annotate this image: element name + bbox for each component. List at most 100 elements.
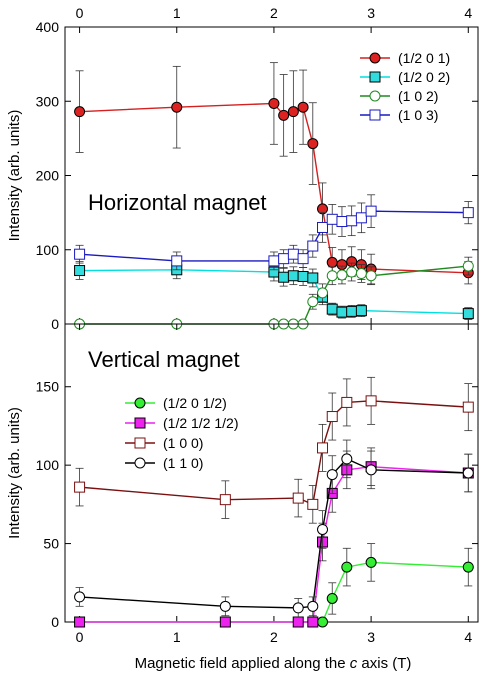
data-point	[307, 616, 319, 628]
x-tick-label: 4	[464, 629, 472, 645]
data-point	[341, 561, 353, 573]
data-point	[268, 97, 280, 109]
x-tick-label-top: 1	[173, 5, 181, 21]
data-point	[355, 268, 367, 280]
data-point	[307, 498, 319, 510]
data-point	[462, 260, 474, 272]
data-point	[326, 303, 338, 315]
panel-title: Vertical magnet	[88, 347, 240, 372]
y-axis-label: Intensity (arb. units)	[6, 110, 23, 242]
legend-label: (1 0 2)	[398, 88, 438, 104]
legend-label: (1 1 0)	[163, 455, 203, 471]
y-tick-label: 400	[36, 19, 60, 35]
data-point	[317, 442, 329, 454]
legend-marker	[369, 90, 381, 102]
legend-label: (1/2 0 1)	[398, 50, 450, 66]
series	[74, 256, 474, 330]
data-point	[278, 271, 290, 283]
x-tick-label-top: 0	[76, 5, 84, 21]
x-tick-label-top: 3	[367, 5, 375, 21]
data-point	[462, 207, 474, 219]
data-point	[297, 101, 309, 113]
y-axis-label: Intensity (arb. units)	[6, 407, 23, 539]
data-point	[365, 205, 377, 217]
legend-label: (1 0 0)	[163, 435, 203, 451]
data-point	[326, 469, 338, 481]
x-tick-label-top: 2	[270, 5, 278, 21]
data-point	[462, 467, 474, 479]
data-point	[462, 561, 474, 573]
series-line	[79, 458, 469, 609]
data-point	[346, 215, 358, 227]
data-point	[336, 269, 348, 281]
data-point	[74, 248, 86, 260]
x-axis-label: Magnetic field applied along the c axis …	[135, 655, 412, 672]
x-tick-label: 1	[173, 629, 181, 645]
legend-marker	[134, 397, 146, 409]
data-point	[219, 600, 231, 612]
x-tick-label: 3	[367, 629, 375, 645]
x-axis: 0 0 1 1 2 2 3 3 4 4	[76, 5, 473, 645]
x-tick-label-top: 4	[464, 5, 472, 21]
data-point	[307, 272, 319, 284]
top-panel: 0 100 200 300 400 Intensity (arb. units) Horiz…	[6, 19, 479, 332]
data-point	[74, 265, 86, 277]
data-point	[326, 270, 338, 282]
data-point	[292, 492, 304, 504]
series	[74, 194, 474, 271]
data-point	[365, 464, 377, 476]
data-point	[317, 221, 329, 233]
legend-label: (1 0 3)	[398, 107, 438, 123]
data-point	[307, 296, 319, 308]
legend-marker	[134, 457, 146, 469]
data-point	[336, 306, 348, 318]
y-tick-label: 150	[36, 379, 60, 395]
legend-label: (1/2 0 2)	[398, 69, 450, 85]
data-point	[297, 270, 309, 282]
data-point	[287, 106, 299, 118]
panel-title: Horizontal magnet	[88, 190, 267, 215]
data-point	[365, 556, 377, 568]
data-point	[307, 138, 319, 150]
data-point	[365, 395, 377, 407]
y-tick-label: 100	[36, 242, 60, 258]
data-point	[278, 253, 290, 265]
data-point	[268, 255, 280, 267]
bottom-panel: 0 50 100 150 Intensity (arb. units) Vertical …	[6, 323, 479, 630]
data-point	[365, 270, 377, 282]
legend-label: (1/2 0 1/2)	[163, 395, 227, 411]
legend-marker	[369, 109, 381, 121]
series-line	[79, 561, 469, 623]
x-tick-label: 2	[270, 629, 278, 645]
data-point	[278, 109, 290, 121]
data-point	[341, 396, 353, 408]
data-point	[317, 616, 329, 628]
data-point	[462, 308, 474, 320]
data-point	[307, 240, 319, 252]
series	[74, 543, 474, 628]
data-point	[346, 266, 358, 278]
y-tick-label: 0	[51, 316, 59, 332]
legend-label: (1/2 1/2 1/2)	[163, 415, 239, 431]
data-point	[326, 256, 338, 268]
data-point	[326, 411, 338, 423]
data-point	[74, 616, 86, 628]
data-point	[462, 401, 474, 413]
y-tick-label: 0	[51, 614, 59, 630]
series-line	[79, 466, 469, 623]
data-point	[355, 305, 367, 317]
series	[74, 376, 474, 524]
series	[74, 439, 474, 618]
data-point	[287, 270, 299, 282]
data-point	[171, 101, 183, 113]
data-point	[74, 481, 86, 493]
data-point	[317, 523, 329, 535]
data-point	[307, 600, 319, 612]
data-point	[292, 616, 304, 628]
data-point	[326, 592, 338, 604]
legend-marker	[134, 417, 146, 429]
data-point	[346, 305, 358, 317]
data-point	[336, 216, 348, 228]
data-point	[341, 453, 353, 465]
